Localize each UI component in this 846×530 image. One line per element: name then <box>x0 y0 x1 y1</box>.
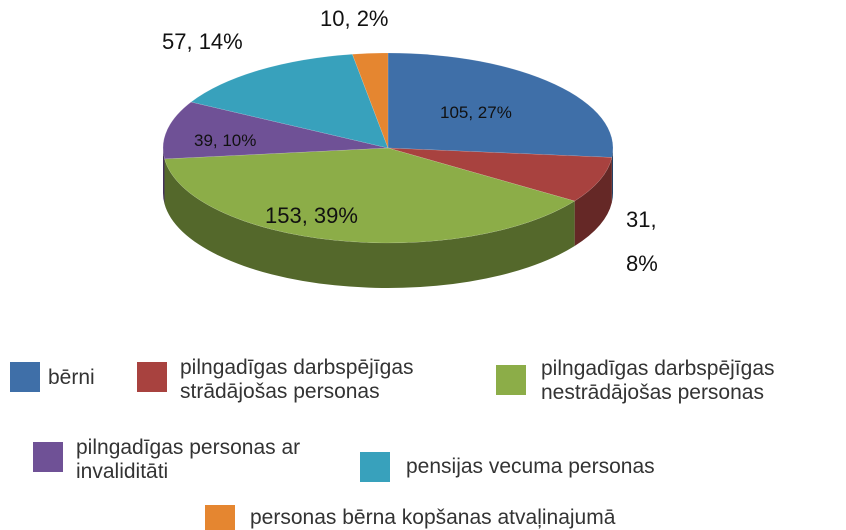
slice <box>352 52 389 149</box>
slice-side <box>611 148 613 203</box>
data-label: 31, 8% <box>626 207 658 276</box>
slice-side <box>164 158 575 289</box>
slice <box>387 147 613 202</box>
data-label: 10, 2% <box>320 6 389 31</box>
legend-swatch <box>137 362 167 392</box>
legend-label: pilngadīgas darbspējīgas strādājošas per… <box>180 356 414 403</box>
legend-swatch <box>496 365 526 395</box>
legend-label: bērni <box>48 366 95 389</box>
legend-label: pilngadīgas darbspējīgas nestrādājošas p… <box>541 357 775 404</box>
slice <box>164 147 576 244</box>
legend-label: pensijas vecuma personas <box>406 455 655 478</box>
data-label: 153, 39% <box>265 203 358 228</box>
data-label: 57, 14% <box>162 29 243 54</box>
slice-side <box>574 157 612 247</box>
legend-swatch <box>360 452 390 482</box>
legend-label: personas bērna kopšanas atvaļinajumā <box>250 506 616 529</box>
data-label: 39, 10% <box>194 131 257 150</box>
slice <box>190 53 389 149</box>
legend-swatch <box>205 505 235 530</box>
legend-label: pilngadīgas personas ar invaliditāti <box>76 436 301 483</box>
legend-swatch <box>10 362 40 392</box>
slice-side <box>163 148 165 204</box>
slice <box>387 52 614 158</box>
slice <box>162 101 389 160</box>
data-label: 105, 27% <box>440 103 512 122</box>
legend-swatch <box>33 442 63 472</box>
